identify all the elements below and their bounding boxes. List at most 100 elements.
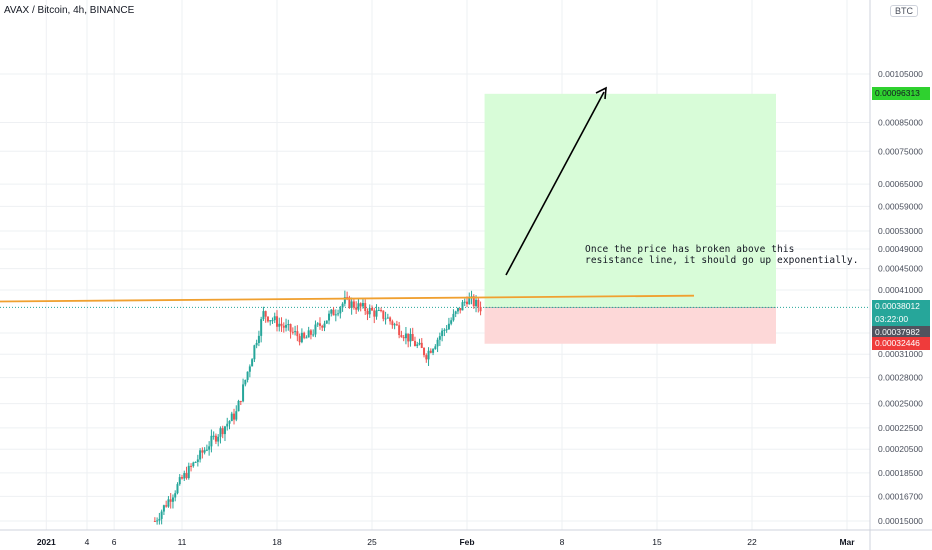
candle-body-down[interactable] (321, 325, 324, 328)
candle-body-down[interactable] (364, 303, 367, 311)
candle-body-down[interactable] (423, 347, 426, 356)
candle-body-up[interactable] (183, 473, 186, 479)
candle-body-up[interactable] (434, 346, 437, 350)
candle-body-up[interactable] (427, 350, 430, 360)
currency-badge[interactable]: BTC (890, 5, 918, 17)
candle-body-up[interactable] (294, 331, 297, 333)
candle-body-up[interactable] (343, 297, 346, 304)
candle-body-down[interactable] (466, 301, 468, 305)
stop-zone[interactable] (484, 307, 776, 344)
candle-body-down[interactable] (411, 334, 414, 341)
candle-body-down[interactable] (391, 321, 394, 326)
candle-body-up[interactable] (377, 310, 380, 312)
candle-body-down[interactable] (420, 342, 423, 348)
candle-body-up[interactable] (273, 316, 276, 321)
candle-body-down[interactable] (221, 428, 224, 435)
candle-body-up[interactable] (167, 499, 170, 507)
candle-body-up[interactable] (337, 313, 340, 315)
candle-body-down[interactable] (429, 350, 432, 353)
candle-body-up[interactable] (253, 345, 256, 360)
candle-body-down[interactable] (233, 413, 236, 420)
candle-body-up[interactable] (307, 330, 310, 338)
candle-body-down[interactable] (282, 325, 285, 328)
candle-body-up[interactable] (174, 493, 177, 498)
candle-body-down[interactable] (425, 355, 428, 360)
resistance-line[interactable] (0, 294, 695, 303)
candle-body-down[interactable] (400, 335, 403, 338)
candle-body-up[interactable] (255, 342, 258, 346)
candle-body-down[interactable] (352, 301, 355, 308)
candle-body-up[interactable] (251, 359, 254, 367)
candle-body-up[interactable] (443, 329, 446, 331)
candle-body-up[interactable] (314, 324, 317, 335)
candle-body-up[interactable] (210, 435, 213, 447)
candle-body-down[interactable] (289, 324, 292, 332)
candle-body-up[interactable] (447, 323, 450, 330)
candle-body-down[interactable] (332, 309, 335, 316)
candle-body-up[interactable] (244, 379, 247, 385)
candle-body-up[interactable] (158, 518, 161, 521)
candle-body-down[interactable] (348, 297, 351, 308)
candle-body-up[interactable] (312, 334, 315, 336)
candle-body-down[interactable] (380, 310, 383, 312)
candle-body-up[interactable] (461, 302, 464, 311)
candle-body-down[interactable] (407, 333, 410, 342)
candle-body-down[interactable] (165, 505, 168, 507)
candle-body-up[interactable] (409, 334, 412, 342)
candle-body-down[interactable] (346, 297, 349, 299)
candle-body-down[interactable] (389, 317, 392, 322)
candle-body-up[interactable] (432, 349, 435, 353)
candle-body-up[interactable] (199, 450, 202, 460)
candle-body-up[interactable] (192, 462, 195, 467)
candle-body-up[interactable] (393, 324, 396, 326)
candle-body-down[interactable] (373, 310, 376, 317)
candle-body-up[interactable] (285, 324, 288, 328)
candle-body-up[interactable] (271, 320, 274, 322)
candle-body-up[interactable] (436, 339, 439, 347)
candle-body-down[interactable] (303, 332, 306, 338)
candle-body-down[interactable] (395, 324, 398, 326)
candle-body-up[interactable] (404, 333, 407, 339)
candle-body-up[interactable] (445, 329, 448, 331)
candle-body-up[interactable] (452, 313, 455, 321)
candle-body-up[interactable] (323, 323, 326, 328)
candle-body-up[interactable] (334, 314, 337, 316)
candle-body-up[interactable] (454, 311, 457, 314)
candle-body-down[interactable] (169, 499, 172, 502)
candle-body-down[interactable] (355, 307, 358, 310)
candle-body-down[interactable] (309, 330, 312, 335)
candle-body-up[interactable] (368, 308, 371, 315)
candle-body-down[interactable] (477, 299, 480, 307)
candle-body-up[interactable] (269, 320, 272, 322)
candle-body-up[interactable] (287, 324, 290, 326)
candle-body-up[interactable] (316, 323, 319, 325)
candle-body-up[interactable] (300, 332, 303, 343)
candle-body-up[interactable] (475, 299, 478, 307)
candle-body-down[interactable] (318, 323, 321, 326)
candle-body-down[interactable] (276, 316, 278, 327)
candle-body-up[interactable] (257, 335, 260, 343)
candle-body-up[interactable] (386, 317, 389, 319)
candle-body-up[interactable] (468, 297, 471, 305)
candle-body-up[interactable] (248, 366, 251, 372)
candle-body-up[interactable] (187, 465, 190, 479)
candle-body-up[interactable] (242, 384, 245, 402)
candle-body-up[interactable] (328, 313, 331, 321)
candle-body-up[interactable] (438, 336, 441, 340)
candle-body-up[interactable] (205, 449, 208, 451)
candle-body-up[interactable] (361, 303, 364, 307)
candle-body-down[interactable] (185, 473, 188, 479)
candle-body-down[interactable] (459, 307, 462, 311)
candle-body-up[interactable] (350, 301, 353, 308)
candle-body-down[interactable] (366, 310, 369, 315)
candle-body-up[interactable] (176, 484, 179, 494)
candle-body-up[interactable] (330, 309, 333, 314)
candle-body-up[interactable] (305, 337, 308, 339)
candle-body-up[interactable] (235, 411, 238, 420)
candle-body-up[interactable] (339, 307, 342, 314)
candle-body-up[interactable] (230, 413, 233, 422)
candle-body-up[interactable] (456, 307, 459, 312)
candle-body-down[interactable] (413, 340, 416, 347)
candle-body-up[interactable] (418, 342, 421, 345)
